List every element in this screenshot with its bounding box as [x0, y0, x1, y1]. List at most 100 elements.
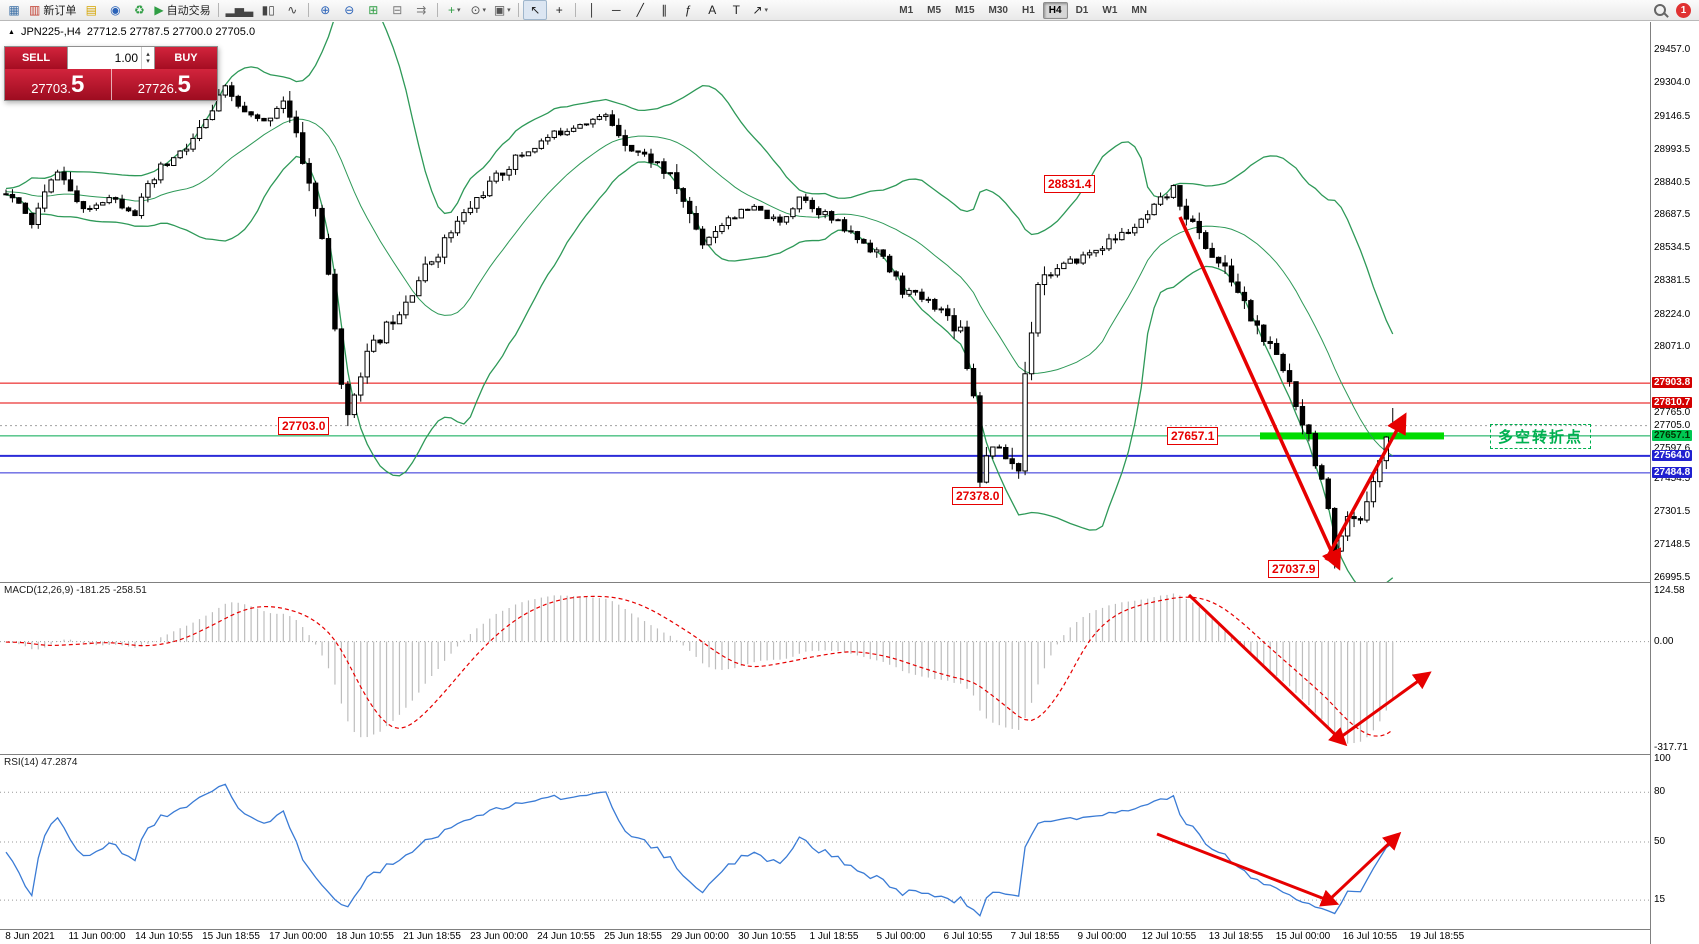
- time-axis-label: 24 Jun 10:55: [537, 931, 595, 942]
- arrange-windows-button[interactable]: ⊟: [392, 3, 403, 17]
- price-axis-label: 50: [1654, 836, 1666, 847]
- timeframe-h4[interactable]: H4: [1042, 1, 1068, 19]
- new-chart-button[interactable]: ▦: [8, 3, 20, 17]
- spinner-down-icon[interactable]: ▾: [146, 58, 150, 65]
- time-axis-label: 17 Jun 00:00: [269, 931, 327, 942]
- tile-windows-button[interactable]: ⊞: [368, 3, 379, 17]
- timeframe-m5[interactable]: M5: [927, 4, 942, 16]
- notification-badge[interactable]: 1: [1676, 2, 1691, 18]
- time-axis-label: 15 Jul 00:00: [1275, 931, 1331, 942]
- trendline-button[interactable]: ╱: [636, 3, 644, 17]
- main-chart-panel: ▲ JPN225-,H4 27712.5 27787.5 27700.0 277…: [0, 22, 1650, 583]
- fibonacci-button[interactable]: ƒ: [684, 3, 692, 17]
- volume-value[interactable]: 1.00: [114, 51, 138, 65]
- new-order-button[interactable]: ▥ 新订单: [29, 3, 77, 17]
- price-label-box[interactable]: 27037.9: [1268, 560, 1320, 578]
- trend-arrow: [1156, 832, 1340, 907]
- time-axis-label: 30 Jun 10:55: [738, 931, 796, 942]
- templates-button[interactable]: ▣ ▾: [493, 3, 511, 17]
- price-axis-label: 29146.5: [1654, 110, 1691, 122]
- price-axis-label: 27705.0: [1654, 419, 1691, 431]
- price-axis-badge: 27484.8: [1652, 466, 1693, 478]
- zoom-out-button[interactable]: ⊖: [344, 3, 355, 17]
- price-axis-label: 29457.0: [1654, 44, 1691, 56]
- rsi-label: RSI(14) 47.2874: [4, 757, 78, 768]
- market-watch-button[interactable]: ▤: [85, 3, 98, 17]
- sell-button[interactable]: SELL: [5, 47, 67, 69]
- price-label-box[interactable]: 27703.0: [278, 417, 330, 435]
- time-axis-label: 16 Jul 10:55: [1342, 931, 1398, 942]
- price-axis-label: 27765.0: [1654, 406, 1691, 418]
- timeframe-m1[interactable]: M1: [899, 4, 914, 16]
- autotrade-button[interactable]: ▶ 自动交易: [154, 3, 211, 17]
- buy-button[interactable]: BUY: [155, 47, 217, 69]
- sell-price[interactable]: 27703. 5: [5, 69, 112, 100]
- price-label-box[interactable]: 27378.0: [952, 487, 1004, 505]
- candles-layer: [3, 81, 1396, 569]
- label-button[interactable]: T: [732, 3, 740, 17]
- symbol-marker-icon: ▲: [8, 28, 15, 36]
- zoom-in-button[interactable]: ⊕: [320, 3, 331, 17]
- time-axis-label: 7 Jul 18:55: [1010, 931, 1060, 942]
- strategy-tester-button[interactable]: ♻: [133, 3, 145, 17]
- price-axis-label: 28071.0: [1654, 341, 1691, 353]
- chart-ohlc-label: ▲ JPN225-,H4 27712.5 27787.5 27700.0 277…: [8, 26, 255, 38]
- price-axis-label: 28224.0: [1654, 308, 1691, 320]
- spinner-up-icon[interactable]: ▴: [146, 51, 150, 58]
- price-axis-label: 27597.6: [1654, 442, 1691, 454]
- time-axis-label: 9 Jul 00:00: [1077, 931, 1127, 942]
- time-axis-label: 18 Jun 10:55: [336, 931, 394, 942]
- rsi-plot[interactable]: [0, 755, 1650, 929]
- timeframe-mn[interactable]: MN: [1131, 4, 1147, 16]
- vertical-line-button[interactable]: │: [588, 3, 597, 17]
- time-axis-label: 8 Jun 2021: [5, 931, 55, 942]
- bar-chart-button[interactable]: ▂▅▃: [225, 3, 254, 17]
- timeframe-group: M1 M5 M15 M30 H1 H4 D1 W1 MN: [892, 1, 1154, 19]
- timeframe-d1[interactable]: D1: [1075, 4, 1089, 16]
- search-icon[interactable]: [1654, 4, 1666, 16]
- timeframe-h1[interactable]: H1: [1021, 4, 1035, 16]
- indicators-button[interactable]: + ▾: [448, 3, 461, 17]
- price-label-box[interactable]: 28831.4: [1044, 175, 1096, 193]
- ohlc-values: 27712.5 27787.5 27700.0 27705.0: [86, 26, 256, 38]
- price-axis-label: 26995.5: [1654, 571, 1691, 583]
- time-axis-label: 21 Jun 18:55: [403, 931, 461, 942]
- sell-price-frac: 5: [70, 70, 85, 98]
- trend-arrow: [1178, 216, 1342, 571]
- horizontal-line-button[interactable]: ─: [612, 3, 621, 17]
- arrow-tool-button[interactable]: ↗ ▾: [752, 3, 769, 17]
- turning-point-annotation[interactable]: 多空转折点: [1490, 424, 1592, 449]
- timeframe-m30[interactable]: M30: [988, 4, 1008, 16]
- text-button[interactable]: A: [708, 3, 717, 17]
- price-axis-label: 28993.5: [1654, 143, 1691, 155]
- timeframe-w1[interactable]: W1: [1102, 4, 1118, 16]
- buy-price-frac: 5: [177, 70, 191, 98]
- macd-label: MACD(12,26,9) -181.25 -258.51: [4, 585, 147, 596]
- volume-stepper[interactable]: 1.00 ▴ ▾: [67, 47, 155, 69]
- timeframe-m15[interactable]: M15: [955, 4, 975, 16]
- price-label-box[interactable]: 27657.1: [1167, 427, 1219, 445]
- price-chart-plot[interactable]: [0, 22, 1650, 582]
- crosshair-button[interactable]: +: [555, 3, 563, 17]
- time-axis: 8 Jun 2021 11 Jun 00:00 14 Jun 10:55 15 Jun…: [0, 930, 1650, 944]
- toolbar: ▦ ▥ 新订单 ▤ ◉ ♻ ▶ 自动交易 ▂▅▃ ▮▯ ∿ ⊕ ⊖ ⊞ ⊟ ⇉ + ▾ ⊙ ▾ ▣ ▾ ↖ + │ ─ ╱ ∥ ƒ A T ↗…: [0, 0, 1699, 21]
- chart-shift-button[interactable]: ⇉: [416, 3, 427, 17]
- line-chart-button[interactable]: ∿: [287, 3, 298, 17]
- cursor-button[interactable]: ↖: [523, 0, 548, 20]
- price-axis-badge: 27564.0: [1652, 449, 1693, 461]
- time-axis-label: 1 Jul 18:55: [809, 931, 859, 942]
- price-axis-label: 27301.5: [1654, 506, 1691, 518]
- volume-spinner[interactable]: ▴ ▾: [141, 47, 154, 69]
- price-axis-label: 28840.5: [1654, 176, 1691, 188]
- channel-button[interactable]: ∥: [661, 3, 668, 17]
- price-axis-label: 28381.5: [1654, 274, 1691, 286]
- macd-plot[interactable]: [0, 583, 1650, 754]
- buy-price[interactable]: 27726. 5: [111, 69, 217, 100]
- sep-1: [217, 3, 219, 17]
- macd-panel: MACD(12,26,9) -181.25 -258.51: [0, 583, 1650, 755]
- data-window-button[interactable]: ◉: [110, 3, 121, 17]
- price-axis-badge: 27810.7: [1652, 397, 1693, 409]
- candlestick-chart-button[interactable]: ▮▯: [261, 3, 275, 17]
- time-axis-label: 5 Jul 00:00: [876, 931, 926, 942]
- periods-button[interactable]: ⊙ ▾: [470, 3, 487, 17]
